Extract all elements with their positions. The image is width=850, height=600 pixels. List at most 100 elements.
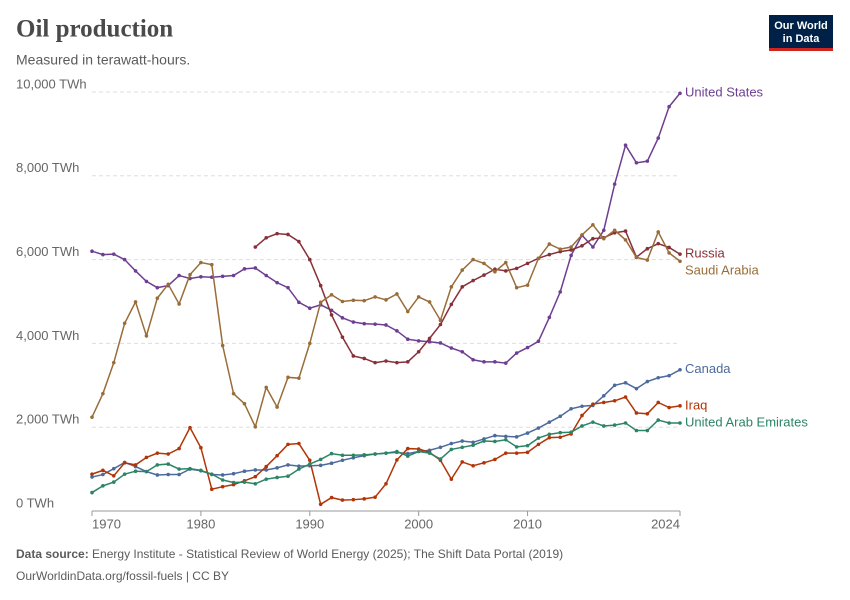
point: [667, 421, 671, 425]
point: [547, 252, 552, 257]
point: [623, 143, 628, 148]
point: [623, 238, 628, 242]
point: [144, 469, 149, 474]
logo-bar: [769, 48, 833, 51]
point: [307, 462, 312, 466]
point: [558, 290, 563, 294]
point: [286, 474, 290, 479]
point: [427, 451, 432, 455]
point: [416, 447, 421, 451]
series-label: United Arab Emirates: [685, 414, 808, 429]
point: [253, 245, 258, 249]
point: [525, 450, 530, 455]
y-tick-label: 10,000 TWh: [16, 76, 87, 91]
point: [264, 273, 269, 278]
point: [275, 280, 279, 285]
point: [645, 428, 650, 433]
logo-text: Our World: [774, 20, 828, 32]
point: [591, 245, 595, 249]
point: [503, 451, 508, 455]
point: [395, 329, 399, 333]
point: [351, 354, 356, 358]
point: [449, 477, 454, 481]
point: [623, 380, 628, 385]
point: [667, 245, 671, 250]
point: [645, 379, 650, 384]
point: [416, 349, 421, 354]
point: [634, 386, 639, 391]
point: [493, 433, 497, 438]
point: [340, 335, 345, 339]
point: [678, 421, 682, 425]
x-tick-label: 2024: [651, 516, 680, 531]
point: [340, 299, 345, 304]
point: [482, 273, 486, 277]
x-tick-label: 1980: [186, 516, 215, 531]
point: [329, 292, 334, 297]
point: [264, 477, 269, 481]
point: [591, 223, 595, 227]
point: [264, 385, 269, 390]
source-text: Energy Institute - Statistical Review of…: [92, 547, 563, 561]
point: [286, 463, 290, 467]
point: [493, 439, 497, 444]
point: [460, 285, 465, 289]
point: [177, 446, 181, 451]
point: [144, 334, 149, 338]
point: [580, 243, 584, 248]
point: [297, 464, 301, 468]
point: [155, 285, 160, 290]
point: [482, 461, 486, 465]
point: [253, 266, 258, 270]
point: [656, 241, 661, 246]
point: [503, 361, 508, 365]
point: [395, 360, 399, 365]
point: [90, 415, 94, 419]
point: [558, 247, 563, 251]
point: [242, 480, 247, 484]
point: [536, 339, 541, 344]
point: [351, 455, 356, 460]
point: [405, 337, 410, 342]
point: [667, 251, 671, 255]
point: [438, 457, 443, 461]
chart-title: Oil production: [16, 16, 173, 43]
point: [275, 231, 279, 236]
x-tick-label: 1990: [295, 516, 324, 531]
point: [601, 236, 606, 241]
point: [242, 401, 247, 406]
point: [351, 497, 356, 502]
point: [438, 341, 443, 345]
point: [177, 472, 181, 477]
point: [580, 413, 584, 418]
point: [514, 266, 519, 271]
point: [297, 376, 301, 380]
series-line: [91, 419, 680, 494]
point: [329, 313, 334, 317]
source: Data source: Energy Institute - Statisti…: [16, 547, 563, 561]
point: [231, 471, 236, 476]
point: [460, 268, 465, 272]
point: [471, 357, 475, 362]
point: [482, 261, 486, 266]
source-label: Data source:: [16, 547, 89, 561]
point: [275, 453, 279, 458]
point: [329, 461, 334, 466]
point: [525, 431, 530, 435]
point: [351, 320, 356, 324]
point: [286, 375, 290, 380]
point: [449, 447, 454, 452]
point: [623, 395, 628, 399]
point: [144, 455, 149, 460]
point: [591, 402, 595, 406]
point: [395, 458, 399, 462]
point: [286, 442, 290, 447]
point: [514, 351, 519, 355]
series-label: United States: [685, 85, 764, 100]
point: [340, 458, 345, 463]
point: [242, 469, 247, 473]
point: [667, 104, 671, 109]
point: [612, 228, 617, 233]
point: [678, 91, 682, 96]
logo[interactable]: Our World in Data: [769, 15, 833, 51]
